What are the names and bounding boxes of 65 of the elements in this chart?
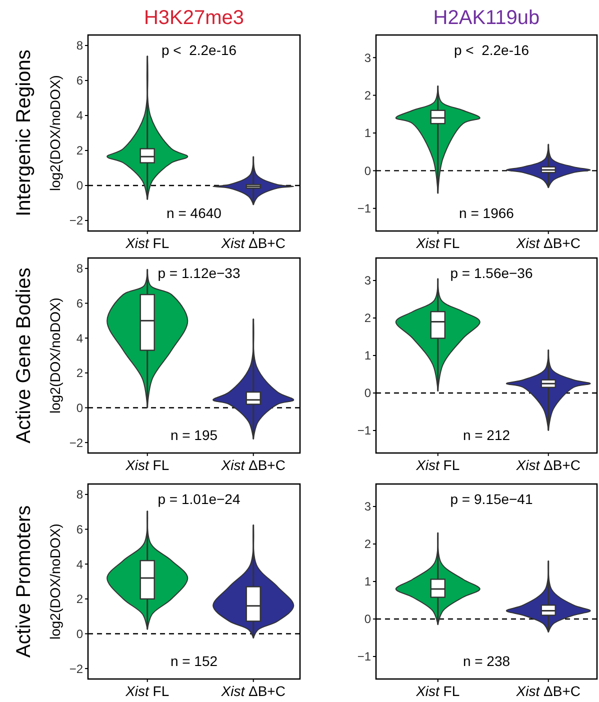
y-tick-label: 0	[76, 178, 84, 193]
y-tick-label: 1	[364, 574, 372, 589]
y-tick-label: 4	[76, 108, 84, 123]
y-tick-label: 2	[76, 592, 84, 606]
y-tick-label: 0	[364, 164, 372, 178]
y-tick-label: 2	[364, 311, 372, 326]
annotation: p = 9.15e−41	[450, 491, 533, 507]
y-tick-label: 0	[76, 626, 84, 641]
x-tick-label: Xist ΔB+C	[220, 683, 286, 699]
annotation: n = 1966	[459, 205, 514, 221]
y-tick-label: 8	[76, 488, 84, 502]
x-tick-label: Xist FL	[415, 683, 460, 699]
text: Active Promoters	[13, 505, 35, 658]
y-tick-label: 8	[76, 38, 84, 53]
y-tick-label: 8	[76, 262, 84, 276]
y-axis-title: log2(DOX/noDOX)	[47, 524, 63, 640]
x-tick-label: Xist FL	[124, 235, 170, 251]
y-tick-label: −2	[69, 436, 84, 450]
annotation: n = 4640	[166, 205, 222, 221]
chart-title: H3K27me3	[144, 7, 244, 29]
x-tick-label: Xist ΔB+C	[515, 457, 580, 473]
text: Active Gene Bodies	[13, 268, 35, 444]
y-tick-label: 0	[76, 400, 84, 415]
y-tick-label: 3	[364, 274, 372, 288]
y-tick-label: 3	[364, 50, 372, 65]
y-tick-label: 0	[364, 386, 372, 400]
annotation: n = 152	[170, 653, 218, 669]
y-tick-label: 6	[76, 74, 84, 88]
chart-title: H2AK119ub	[433, 7, 540, 29]
y-tick-label: 6	[76, 296, 84, 310]
y-tick-label: −1	[357, 650, 372, 664]
text: Intergenic Regions	[13, 50, 35, 216]
y-tick-label: 2	[364, 88, 372, 103]
x-tick-label: Xist FL	[124, 457, 170, 473]
y-tick-label: 3	[364, 500, 372, 514]
y-tick-label: 4	[76, 557, 84, 572]
y-tick-label: 2	[76, 144, 84, 158]
x-tick-label: Xist FL	[124, 683, 170, 699]
annotation: p = 1.56e−36	[450, 265, 533, 281]
annotation: n = 195	[170, 427, 218, 443]
y-tick-label: 2	[364, 537, 372, 552]
y-tick-label: 6	[76, 522, 84, 536]
x-tick-label: Xist ΔB+C	[220, 457, 286, 473]
y-axis-title: log2(DOX/noDOX)	[47, 298, 63, 414]
y-tick-label: 0	[364, 612, 372, 626]
y-tick-label: 4	[76, 331, 84, 346]
annotation: n = 212	[462, 427, 510, 443]
x-tick-label: Xist ΔB+C	[220, 235, 286, 251]
y-tick-label: −1	[357, 202, 372, 216]
y-tick-label: 2	[76, 366, 84, 380]
annotation: p = 1.01e−24	[158, 491, 240, 507]
y-tick-label: 1	[364, 348, 372, 363]
x-tick-label: Xist ΔB+C	[515, 235, 580, 251]
y-tick-label: −2	[69, 214, 84, 228]
annotation: p = 1.12e−33	[158, 265, 240, 281]
y-tick-label: −1	[357, 424, 372, 438]
x-tick-label: Xist ΔB+C	[515, 683, 580, 699]
annotation: p < 2.2e-16	[161, 42, 237, 58]
x-tick-label: Xist FL	[415, 457, 460, 473]
y-tick-label: −2	[69, 662, 84, 676]
y-tick-label: 1	[364, 126, 372, 140]
y-axis-title: log2(DOX/noDOX)	[47, 75, 63, 191]
annotation: p < 2.2e-16	[454, 42, 530, 58]
x-tick-label: Xist FL	[415, 235, 460, 251]
annotation: n = 238	[462, 653, 510, 669]
